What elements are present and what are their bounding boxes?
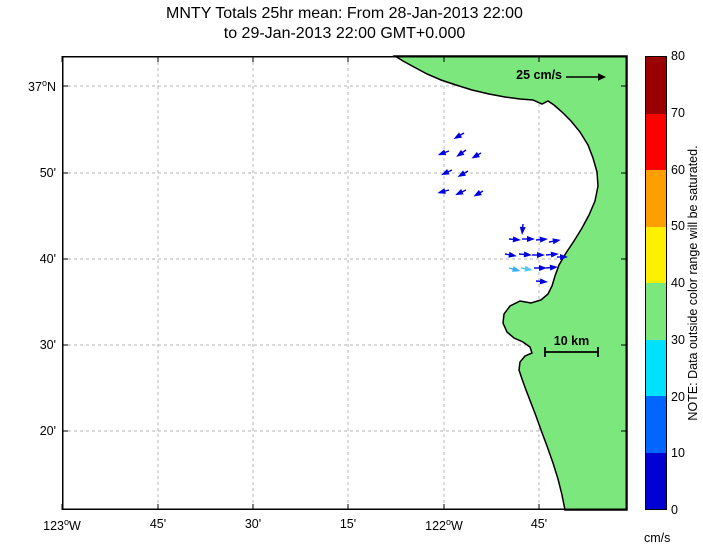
- map-plot-area: 25 cm/s 10 km: [61, 55, 628, 511]
- current-vector: [545, 264, 558, 271]
- colorbar-tick-label: 10: [671, 446, 685, 461]
- current-vector: [457, 170, 469, 177]
- current-vector: [508, 266, 521, 272]
- colorbar-units-label: cm/s: [644, 531, 671, 545]
- current-vector: [456, 149, 467, 157]
- current-vector: [473, 189, 484, 197]
- colorbar-band: [646, 396, 666, 453]
- reference-arrow-label: 25 cm/s: [516, 68, 562, 82]
- current-vector: [518, 251, 532, 258]
- colorbar-tick-label: 30: [671, 332, 685, 347]
- colorbar-band: [646, 226, 666, 283]
- current-vector: [453, 132, 465, 139]
- colorbar-band: [646, 452, 666, 509]
- colorbar-tick-label: 0: [671, 503, 678, 517]
- current-vector: [504, 251, 517, 258]
- colorbar-tick-label: 20: [671, 389, 685, 404]
- current-vector: [532, 252, 545, 258]
- colorbar: [645, 56, 667, 510]
- current-vector: [557, 254, 568, 260]
- colorbar-band: [646, 339, 666, 396]
- current-vector: [520, 265, 533, 272]
- x-tick-label: 30': [244, 517, 262, 531]
- colorbar-note: NOTE: Data outside color range will be s…: [686, 145, 700, 421]
- x-tick-label: 123oW: [43, 517, 81, 534]
- current-vector: [437, 188, 450, 194]
- y-tick-label: 50': [39, 166, 56, 180]
- current-vector: [548, 238, 561, 245]
- current-vector: [455, 188, 467, 196]
- current-vector: [535, 278, 548, 285]
- current-vector: [441, 168, 453, 176]
- x-tick-label: 45': [530, 517, 548, 531]
- current-vector: [437, 149, 450, 156]
- scale-bar: [544, 347, 599, 357]
- colorbar-tick-label: 70: [671, 105, 685, 120]
- figure-title-line1: MNTY Totals 25hr mean: From 28-Jan-2013 …: [166, 5, 523, 22]
- x-tick-label: 122oW: [425, 517, 463, 534]
- reference-arrow: [566, 73, 606, 81]
- land-polygon: [392, 55, 628, 511]
- map-svg: [61, 55, 628, 511]
- scale-bar-label: 10 km: [553, 334, 590, 348]
- y-tick-label: 20': [39, 424, 56, 438]
- y-tick-label: 30': [39, 338, 56, 352]
- current-vector: [545, 251, 559, 258]
- colorbar-band: [646, 113, 666, 170]
- axes-frame: [62, 56, 627, 510]
- x-tick-label: 15': [339, 517, 357, 531]
- colorbar-band: [646, 57, 666, 114]
- colorbar-tick-label: 50: [671, 219, 685, 234]
- y-tick-label: 40': [39, 252, 56, 266]
- current-vector: [534, 265, 547, 271]
- colorbar-band: [646, 283, 666, 340]
- colorbar-tick-label: 80: [671, 49, 685, 63]
- x-tick-label: 45': [149, 517, 167, 531]
- current-vector: [508, 236, 521, 243]
- colorbar-tick-label: 40: [671, 276, 685, 290]
- figure-title-line2: to 29-Jan-2013 22:00 GMT+0.000: [223, 25, 466, 42]
- current-vector: [519, 223, 526, 235]
- current-vector: [522, 236, 535, 242]
- current-vector: [535, 236, 548, 243]
- colorbar-band: [646, 170, 666, 227]
- y-tick-label: 37oN: [28, 77, 56, 95]
- colorbar-tick-label: 60: [671, 162, 685, 177]
- current-vector: [471, 151, 482, 159]
